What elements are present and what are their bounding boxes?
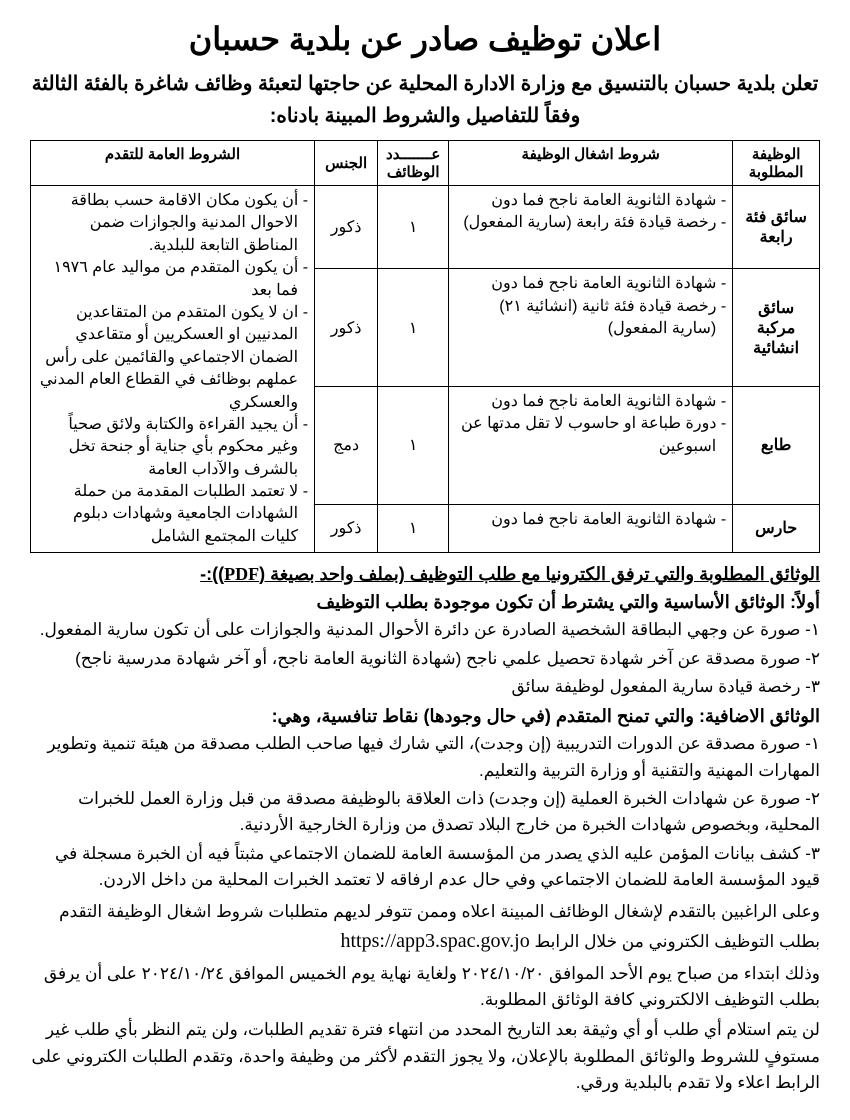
th-gender: الجنس — [315, 141, 378, 186]
list-item: ٢- صورة عن شهادات الخبرة العملية (إن وجد… — [30, 786, 820, 839]
job-count: ١ — [378, 186, 449, 269]
list-item: ١- صورة عن وجهي البطاقة الشخصية الصادرة … — [30, 617, 820, 643]
th-general: الشروط العامة للتقدم — [31, 141, 315, 186]
th-num: عـــــــدد الوظائف — [378, 141, 449, 186]
job-requirements: شهادة الثانوية العامة ناجح فما دوندورة ط… — [449, 386, 733, 504]
intro-paragraph: تعلن بلدية حسبان بالتنسيق مع وزارة الادا… — [30, 68, 820, 132]
list-item: ٣- رخصة قيادة سارية المفعول لوظيفة سائق — [30, 674, 820, 700]
list-item: ١- صورة مصدقة عن الدورات التدريبية (إن و… — [30, 731, 820, 784]
job-gender: دمج — [315, 386, 378, 504]
job-requirements: شهادة الثانوية العامة ناجح فما دونرخصة ق… — [449, 186, 733, 269]
job-count: ١ — [378, 269, 449, 387]
table-row: سائق فئة رابعةشهادة الثانوية العامة ناجح… — [31, 186, 820, 269]
th-req: شروط اشغال الوظيفة — [449, 141, 733, 186]
apply-paragraph: وعلى الراغبين بالتقدم لإشغال الوظائف الم… — [30, 899, 820, 956]
job-gender: ذكور — [315, 504, 378, 553]
list-item: ٣- كشف بيانات المؤمن عليه الذي يصدر من ا… — [30, 841, 820, 894]
job-name: حارس — [733, 504, 820, 553]
page-title: اعلان توظيف صادر عن بلدية حسبان — [30, 20, 820, 58]
dates-paragraph: وذلك ابتداء من صباح يوم الأحد الموافق ٢٠… — [30, 961, 820, 1014]
general-conditions: أن يكون مكان الاقامة حسب بطاقة الاحوال ا… — [31, 186, 315, 553]
closing-paragraph: لن يتم استلام أي طلب أو أي وثيقة بعد الت… — [30, 1017, 820, 1096]
extra-docs-heading: الوثائق الاضافية: والتي تمنح المتقدم (في… — [30, 706, 820, 727]
job-count: ١ — [378, 504, 449, 553]
job-count: ١ — [378, 386, 449, 504]
job-requirements: شهادة الثانوية العامة ناجح فما دونرخصة ق… — [449, 269, 733, 387]
basic-docs-list: ١- صورة عن وجهي البطاقة الشخصية الصادرة … — [30, 617, 820, 700]
job-name: طابع — [733, 386, 820, 504]
job-requirements: شهادة الثانوية العامة ناجح فما دون — [449, 504, 733, 553]
extra-docs-list: ١- صورة مصدقة عن الدورات التدريبية (إن و… — [30, 731, 820, 893]
basic-docs-heading: أولاً: الوثائق الأساسية والتي يشترط أن ت… — [30, 592, 820, 613]
job-gender: ذكور — [315, 269, 378, 387]
jobs-table: الوظيفة المطلوبة شروط اشغال الوظيفة عـــ… — [30, 140, 820, 553]
job-name: سائق مركبة انشائية — [733, 269, 820, 387]
job-name: سائق فئة رابعة — [733, 186, 820, 269]
docs-heading: الوثائق المطلوبة والتي ترفق الكترونيا مع… — [30, 561, 820, 588]
job-gender: ذكور — [315, 186, 378, 269]
application-url: https://app3.spac.gov.jo — [341, 930, 530, 952]
list-item: ٢- صورة مصدقة عن آخر شهادة تحصيل علمي نا… — [30, 646, 820, 672]
th-job: الوظيفة المطلوبة — [733, 141, 820, 186]
